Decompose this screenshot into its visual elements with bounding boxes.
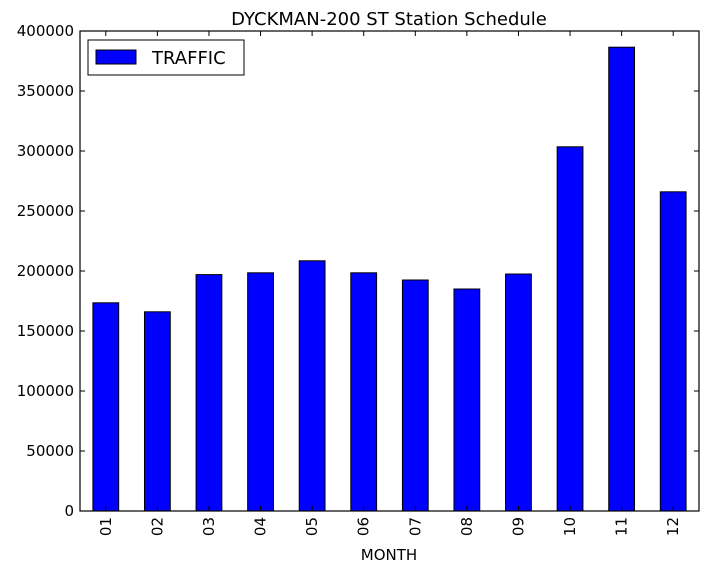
y-tick-label-300000: 300000	[17, 142, 74, 160]
bar-03	[195, 274, 223, 512]
bar-06	[350, 272, 378, 512]
y-tick-label-200000: 200000	[17, 262, 74, 280]
x-tick-label-04: 04	[252, 517, 270, 536]
bar-01	[92, 302, 120, 512]
bar-08	[453, 288, 481, 512]
y-tick-label-350000: 350000	[17, 82, 74, 100]
bar-11	[608, 46, 636, 512]
bar-05	[298, 260, 326, 512]
bar-04	[247, 272, 274, 512]
y-tick-label-150000: 150000	[17, 322, 74, 340]
x-tick-label-07: 07	[406, 517, 424, 536]
bar-12	[659, 191, 687, 512]
y-axis-ticks: 0 50000 100000 150000 200000 250000 300000 3500…	[17, 22, 699, 520]
x-tick-label-05: 05	[303, 517, 321, 536]
x-tick-label-02: 02	[148, 517, 166, 536]
bars-layer	[92, 46, 687, 512]
legend: TRAFFIC	[87, 39, 245, 76]
chart-title: DYCKMAN-200 ST Station Schedule	[231, 9, 547, 30]
y-tick-label-250000: 250000	[17, 202, 74, 220]
x-tick-label-12: 12	[664, 517, 682, 536]
legend-label-traffic: TRAFFIC	[151, 48, 226, 69]
bar-02	[143, 311, 171, 512]
bar-10	[556, 146, 584, 512]
x-tick-label-08: 08	[458, 517, 476, 536]
x-tick-label-11: 11	[613, 517, 631, 536]
y-tick-label-50000: 50000	[26, 442, 74, 460]
y-tick-label-0: 0	[64, 502, 74, 520]
bar-07	[401, 279, 429, 512]
plot-frame	[79, 30, 700, 512]
x-tick-label-09: 09	[509, 517, 527, 536]
x-axis-label: MONTH	[361, 546, 417, 564]
y-tick-label-400000: 400000	[17, 22, 74, 40]
x-tick-label-06: 06	[355, 517, 373, 536]
y-tick-label-100000: 100000	[17, 382, 74, 400]
x-tick-label-01: 01	[97, 517, 115, 536]
x-tick-label-10: 10	[561, 517, 579, 536]
x-tick-label-03: 03	[200, 517, 218, 536]
x-axis-ticks: 01 02 03 04 05 06 07 08 09 10 11 12	[97, 31, 682, 536]
legend-swatch-traffic	[95, 49, 137, 65]
bar-09	[505, 273, 532, 512]
